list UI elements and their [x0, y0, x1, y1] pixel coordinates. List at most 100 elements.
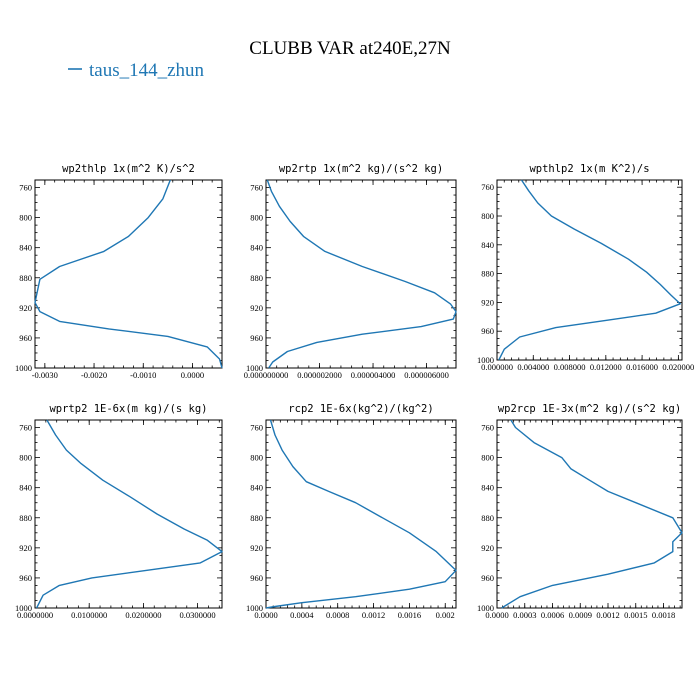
profile-line — [501, 419, 683, 609]
profile-line — [265, 419, 457, 609]
panel-title: rcp2 1E-6x(kg^2)/(kg^2) — [288, 403, 433, 415]
x-tick-label: 0.0000 — [181, 370, 204, 380]
legend-label: taus_144_zhun — [89, 60, 205, 81]
y-tick-label: 960 — [250, 573, 263, 583]
y-tick-label: 1000 — [246, 363, 263, 373]
x-tick-label: 0.0012 — [362, 610, 385, 620]
y-tick-label: 920 — [19, 543, 32, 553]
y-tick-label: 800 — [19, 213, 32, 223]
x-tick-label: 0.0012 — [596, 610, 619, 620]
x-tick-label: 0.0000000 — [17, 610, 53, 620]
x-tick-label: 0.0006 — [541, 610, 564, 620]
y-tick-label: 920 — [481, 297, 494, 307]
x-tick-label: 0.0000 — [485, 610, 508, 620]
y-tick-label: 760 — [19, 183, 32, 193]
x-tick-label: 0.002 — [436, 610, 455, 620]
panel-frame — [496, 419, 683, 609]
x-tick-label: 0.0015 — [624, 610, 647, 620]
y-tick-label: 800 — [481, 453, 494, 463]
x-tick-label: 0.0100000 — [71, 610, 107, 620]
y-tick-label: 960 — [250, 333, 263, 343]
panel-frame — [265, 179, 457, 369]
panel-title: wp2rtp 1x(m^2 kg)/(s^2 kg) — [279, 163, 443, 175]
y-tick-label: 840 — [19, 483, 32, 493]
profile-line — [34, 179, 223, 369]
x-tick-label: 0.000006000 — [404, 370, 449, 380]
x-tick-label: 0.0003 — [513, 610, 536, 620]
panel-frame — [34, 419, 223, 609]
figure-title: CLUBB VAR at240E,27N — [249, 38, 451, 59]
x-tick-label: 0.000000000 — [244, 370, 289, 380]
x-tick-label: 0.0016 — [398, 610, 421, 620]
x-tick-label: -0.0010 — [130, 370, 156, 380]
legend: taus_144_zhun — [68, 60, 205, 81]
y-tick-label: 840 — [481, 240, 494, 250]
y-tick-label: 800 — [250, 213, 263, 223]
x-tick-label: 0.008000 — [554, 362, 586, 372]
y-tick-label: 880 — [250, 513, 263, 523]
y-tick-label: 840 — [250, 243, 263, 253]
panel-3: wpthlp2 1x(m K^2)/s 760 800 840 880 920 960 100… — [477, 163, 694, 372]
y-tick-label: 760 — [19, 423, 32, 433]
y-tick-label: 880 — [19, 273, 32, 283]
y-tick-label: 800 — [481, 211, 494, 221]
y-tick-label: 920 — [250, 303, 263, 313]
profile-line — [266, 179, 457, 369]
y-tick-label: 920 — [481, 543, 494, 553]
y-tick-label: 1000 — [246, 603, 263, 613]
panel-frame — [34, 179, 223, 369]
x-tick-label: 0.0000 — [254, 610, 277, 620]
panel-title: wpthlp2 1x(m K^2)/s — [529, 163, 649, 175]
y-tick-label: 920 — [250, 543, 263, 553]
x-tick-label: -0.0020 — [81, 370, 107, 380]
y-tick-label: 760 — [250, 423, 263, 433]
x-tick-label: -0.0030 — [32, 370, 58, 380]
x-tick-label: 0.0300000 — [180, 610, 216, 620]
y-tick-label: 880 — [481, 513, 494, 523]
y-tick-label: 840 — [481, 483, 494, 493]
y-tick-label: 800 — [19, 453, 32, 463]
y-tick-label: 760 — [250, 183, 263, 193]
y-tick-label: 960 — [481, 326, 494, 336]
x-tick-label: 0.000000 — [481, 362, 513, 372]
x-tick-label: 0.004000 — [517, 362, 549, 372]
y-tick-label: 1000 — [15, 363, 32, 373]
y-tick-label: 1000 — [477, 603, 494, 613]
y-tick-label: 840 — [250, 483, 263, 493]
x-tick-label: 0.0009 — [569, 610, 592, 620]
panel-4: wprtp2 1E-6x(m kg)/(s kg) 760 800 840 880 920… — [15, 403, 223, 620]
profile-line — [498, 179, 681, 361]
y-tick-label: 1000 — [477, 355, 494, 365]
panel-title: wp2thlp 1x(m^2 K)/s^2 — [62, 163, 195, 175]
x-tick-label: 0.000004000 — [351, 370, 396, 380]
y-tick-label: 880 — [481, 269, 494, 279]
panel-frame — [496, 179, 683, 361]
panel-5: rcp2 1E-6x(kg^2)/(kg^2) 760 800 840 880 920 96… — [246, 403, 457, 620]
x-tick-label: 0.000002000 — [297, 370, 342, 380]
panel-grid: wp2thlp 1x(m^2 K)/s^2 760 800 840 880 920 960 1… — [15, 163, 694, 620]
panel-frame — [265, 419, 457, 609]
x-tick-label: 0.0008 — [326, 610, 349, 620]
x-tick-label: 0.0018 — [652, 610, 675, 620]
y-tick-label: 880 — [250, 273, 263, 283]
y-tick-label: 760 — [481, 182, 494, 192]
y-tick-label: 920 — [19, 303, 32, 313]
y-tick-label: 800 — [250, 453, 263, 463]
y-tick-label: 880 — [19, 513, 32, 523]
panel-title: wprtp2 1E-6x(m kg)/(s kg) — [49, 403, 207, 415]
y-tick-label: 960 — [481, 573, 494, 583]
y-tick-label: 840 — [19, 243, 32, 253]
panel-2: wp2rtp 1x(m^2 kg)/(s^2 kg) 760 800 840 880 92… — [244, 163, 457, 380]
x-tick-label: 0.0004 — [290, 610, 314, 620]
x-tick-label: 0.012000 — [590, 362, 622, 372]
y-tick-label: 960 — [19, 333, 32, 343]
y-tick-label: 760 — [481, 423, 494, 433]
panel-title: wp2rcp 1E-3x(m^2 kg)/(s^2 kg) — [498, 403, 681, 415]
x-tick-label: 0.020000 — [662, 362, 694, 372]
panel-6: wp2rcp 1E-3x(m^2 kg)/(s^2 kg) 760 800 840 88… — [477, 403, 683, 620]
x-tick-label: 0.0200000 — [125, 610, 161, 620]
x-tick-label: 0.016000 — [626, 362, 658, 372]
profile-line — [35, 419, 223, 609]
y-tick-label: 960 — [19, 573, 32, 583]
y-tick-label: 1000 — [15, 603, 32, 613]
